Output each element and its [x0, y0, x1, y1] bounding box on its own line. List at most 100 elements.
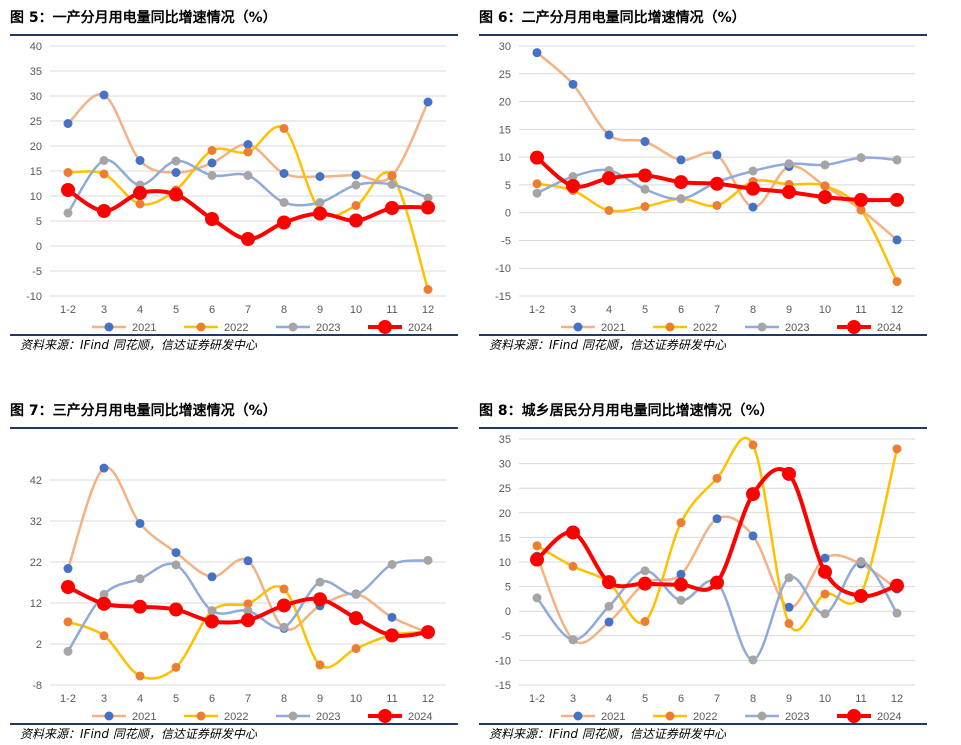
series-line-2023	[535, 560, 899, 662]
x-tick-label: 7	[245, 693, 251, 705]
data-point-2022	[568, 561, 578, 571]
data-point-2024	[313, 592, 327, 607]
x-tick-label: 4	[606, 693, 612, 705]
data-point-2023	[315, 198, 325, 207]
x-tick-label: 4	[137, 304, 143, 316]
data-point-2022	[712, 200, 722, 210]
x-tick-label: 3	[101, 304, 107, 316]
data-point-2024	[674, 577, 688, 592]
legend-swatch-marker	[665, 711, 675, 721]
x-tick-label: 5	[642, 693, 648, 705]
y-tick-label: -15	[495, 291, 511, 303]
data-point-2024	[97, 596, 111, 611]
y-tick-label: 40	[30, 41, 42, 53]
data-point-2021	[135, 156, 145, 165]
figure-title: 图 7：三产分月用电量同比增速情况（%）	[10, 403, 277, 419]
x-tick-label: 1-2	[529, 304, 545, 316]
data-point-2022	[892, 277, 902, 287]
x-tick-label: 5	[173, 693, 179, 705]
y-tick-label: -5	[501, 631, 511, 643]
data-point-2021	[99, 90, 109, 100]
data-point-2022	[207, 146, 217, 155]
y-tick-label: -10	[495, 263, 511, 275]
data-point-2022	[315, 660, 325, 670]
data-point-2021	[63, 119, 73, 128]
series-line-2021	[66, 93, 430, 183]
data-point-2022	[640, 617, 650, 627]
legend-swatch-marker	[196, 711, 206, 721]
data-point-2024	[638, 576, 652, 591]
x-tick-label: 8	[750, 304, 756, 316]
data-point-2024	[818, 564, 832, 579]
legend-swatch-marker	[288, 711, 298, 721]
data-point-2021	[423, 97, 433, 107]
legend-label: 2024	[408, 322, 432, 334]
data-point-2021	[279, 169, 289, 178]
x-tick-label: 8	[750, 693, 756, 705]
legend-label: 2024	[877, 322, 901, 334]
line-chart: 35 30 25 20 15 10 5 0 -5 -10 -15 1-2 3 4 5 6 7 8 9 10 11 12 20…	[495, 434, 915, 723]
y-tick-label: 0	[36, 241, 42, 253]
legend-label: 2022	[224, 711, 248, 723]
data-point-2023	[568, 172, 578, 182]
data-point-2023	[856, 557, 866, 567]
data-point-2023	[243, 171, 253, 180]
data-point-2021	[171, 168, 181, 177]
data-point-2024	[818, 190, 832, 205]
data-point-2023	[532, 593, 542, 603]
y-tick-label: 5	[505, 180, 511, 192]
data-point-2024	[277, 215, 291, 230]
data-point-2021	[207, 158, 217, 168]
line-chart: 40 35 30 25 20 15 10 5 0 -5 -10 1-2 3 4 5 6 7 8 9 10 11 12 202…	[26, 41, 446, 334]
data-point-2022	[820, 589, 830, 599]
data-point-2024	[782, 466, 796, 481]
data-point-2024	[241, 613, 255, 628]
y-tick-label: 25	[499, 69, 511, 81]
x-tick-label: 1-2	[529, 693, 545, 705]
data-point-2021	[640, 137, 650, 147]
legend-swatch-marker	[104, 711, 114, 721]
x-tick-label: 1-2	[60, 304, 76, 316]
line-chart: 30 25 20 15 10 5 0 -5 -10 -15 1-2 3 4 5 6 7 8 9 10 11 12 2021…	[495, 41, 915, 334]
data-point-2021	[712, 514, 722, 524]
series-line-2021	[535, 51, 899, 242]
x-tick-label: 10	[350, 693, 362, 705]
data-point-2023	[387, 559, 397, 569]
y-tick-label: 32	[30, 516, 42, 528]
x-tick-label: 9	[317, 693, 323, 705]
data-point-2021	[315, 172, 325, 181]
data-point-2024	[421, 625, 435, 640]
data-point-2022	[856, 205, 866, 215]
legend-item-2022: 2022	[653, 711, 717, 723]
data-point-2024	[349, 611, 363, 626]
data-point-2023	[676, 194, 686, 204]
legend-item-2024: 2024	[368, 709, 432, 723]
legend-label: 2021	[601, 322, 625, 334]
data-point-2021	[568, 79, 578, 89]
data-point-2024	[638, 168, 652, 183]
data-point-2022	[243, 147, 253, 157]
data-point-2024	[349, 213, 363, 228]
x-tick-label: 6	[209, 304, 215, 316]
legend-swatch-marker	[196, 322, 206, 332]
data-point-2024	[854, 588, 868, 603]
legend-label: 2023	[316, 322, 340, 334]
x-tick-label: 6	[209, 693, 215, 705]
data-point-2024	[854, 192, 868, 207]
data-point-2022	[423, 285, 433, 294]
data-point-2023	[99, 156, 109, 165]
line-chart: 42 32 22 12 2 -8 1-2 3 4 5 6 7 8 9 10 11 12 2021 2022 2023 2…	[30, 463, 446, 723]
y-tick-label: 0	[505, 208, 511, 220]
x-tick-label: 10	[350, 304, 362, 316]
source-note: 资料来源：IFind 同花顺，信达证券研发中心	[20, 338, 257, 352]
legend-swatch-marker	[573, 711, 583, 721]
y-tick-label: -10	[26, 291, 42, 303]
data-point-2022	[279, 584, 289, 594]
data-point-2022	[135, 199, 145, 209]
data-point-2024	[133, 186, 147, 200]
legend-swatch-marker	[847, 709, 861, 723]
data-point-2024	[421, 200, 435, 215]
data-point-2024	[566, 525, 580, 540]
x-tick-label: 3	[570, 304, 576, 316]
source-note: 资料来源：IFind 同花顺，信达证券研发中心	[20, 727, 257, 741]
